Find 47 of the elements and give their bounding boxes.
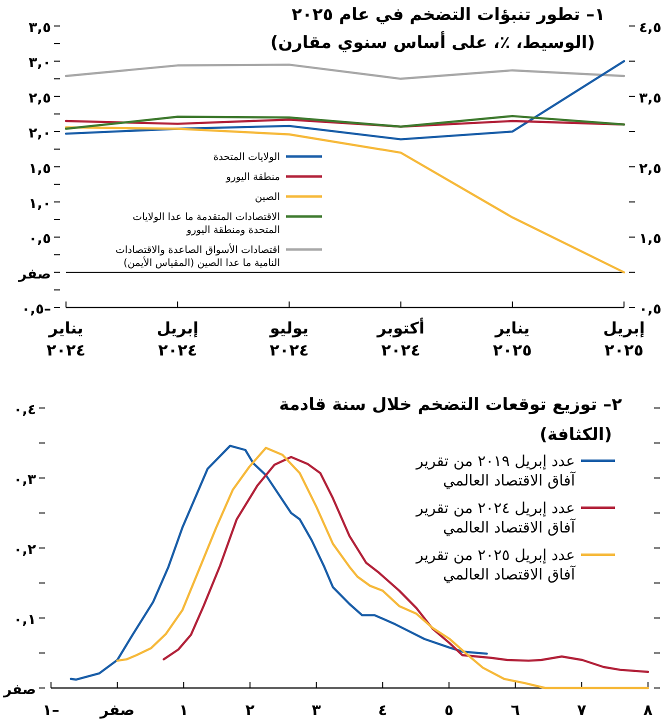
- legend-label: منطقة اليورو: [225, 172, 280, 183]
- x-tick-label: أكتوبر ٢٠٢٤: [376, 318, 424, 360]
- y-tick-label: ٢,٠: [28, 126, 51, 142]
- x-tick-label: ٢: [245, 701, 255, 719]
- y-tick-label: ٠,٤: [14, 402, 36, 418]
- x-tick-label: ٣: [312, 701, 321, 719]
- chart-subtitle: (الوسيط، ٪، على أساس سنوي مقارن): [270, 31, 595, 53]
- legend-label: عدد إبريل ٢٠٢٤ من تقرير آفاق الاقتصاد العالمي: [415, 499, 576, 536]
- x-tick-label: صفر: [99, 701, 135, 719]
- text: (الكثافة): [540, 425, 612, 445]
- legend-label: اقتصادات الأسواق الصاعدة والاقتصادات النامية ما عدا الصين (المقياس الأيمن): [115, 243, 280, 269]
- y-tick-label: ١,٥: [28, 160, 51, 177]
- y2-tick-label: ٢,٥: [639, 160, 662, 177]
- y-tick-label: صفر: [2, 682, 36, 698]
- y-tick-label: ١,٠: [28, 196, 51, 212]
- y-tick-label: ٢,٥: [28, 90, 51, 106]
- x-tick-label: إبريل ٢٠٢٤: [156, 318, 198, 360]
- y2-tick-label: ٤,٥: [639, 20, 662, 36]
- y-tick-label: ٠,١: [14, 612, 36, 628]
- y2-tick-label: ٠,٥: [639, 302, 662, 318]
- x-tick-label: يناير ٢٠٢٥: [492, 318, 532, 360]
- legend-label: الصين: [254, 192, 280, 203]
- legend-label: عدد إبريل ٢٠١٩ من تقرير آفاق الاقتصاد العالمي: [415, 452, 576, 490]
- y-tick-label: ٠,٥–: [22, 302, 51, 318]
- x-tick-label: ١: [179, 701, 188, 719]
- x-tick-label: إبريل ٢٠٢٥: [603, 318, 645, 360]
- x-tick-label: ٦: [510, 701, 520, 719]
- y-tick-label: صفر: [18, 266, 51, 282]
- x-tick-label: ٧: [577, 701, 586, 719]
- y-tick-label: ٠,٣: [14, 472, 36, 488]
- y-tick-label: ٠,٢: [14, 542, 36, 558]
- y-tick-label: ٣,٥: [28, 20, 51, 36]
- x-tick-label: ٨: [643, 701, 653, 719]
- y-tick-label: ٠,٥: [28, 231, 51, 248]
- chart-title: ٢– توزيع توقعات التضخم خلال سنة قادمة: [279, 395, 623, 415]
- x-tick-label: ٤: [378, 701, 388, 719]
- x-tick-label: ٥: [444, 701, 454, 719]
- x-tick-label: يوليو ٢٠٢٤: [268, 318, 309, 360]
- legend-label: الولايات المتحدة: [213, 152, 280, 163]
- y-tick-label: ٣,٠: [28, 55, 51, 72]
- y2-tick-label: ٣,٥: [639, 90, 662, 106]
- legend-label: عدد إبريل ٢٠٢٥ من تقرير آفاق الاقتصاد العالمي: [415, 546, 576, 584]
- legend-label: الاقتصادات المتقدمة ما عدا الولايات المتحدة ومنطقة اليورو: [132, 212, 280, 236]
- chart-title: ١– تطور تنبؤات التضخم في عام ٢٠٢٥: [292, 5, 605, 25]
- x-tick-label: يناير ٢٠٢٤: [46, 318, 86, 360]
- x-tick-label: ١–: [42, 701, 60, 719]
- y2-tick-label: ١,٥: [639, 231, 662, 248]
